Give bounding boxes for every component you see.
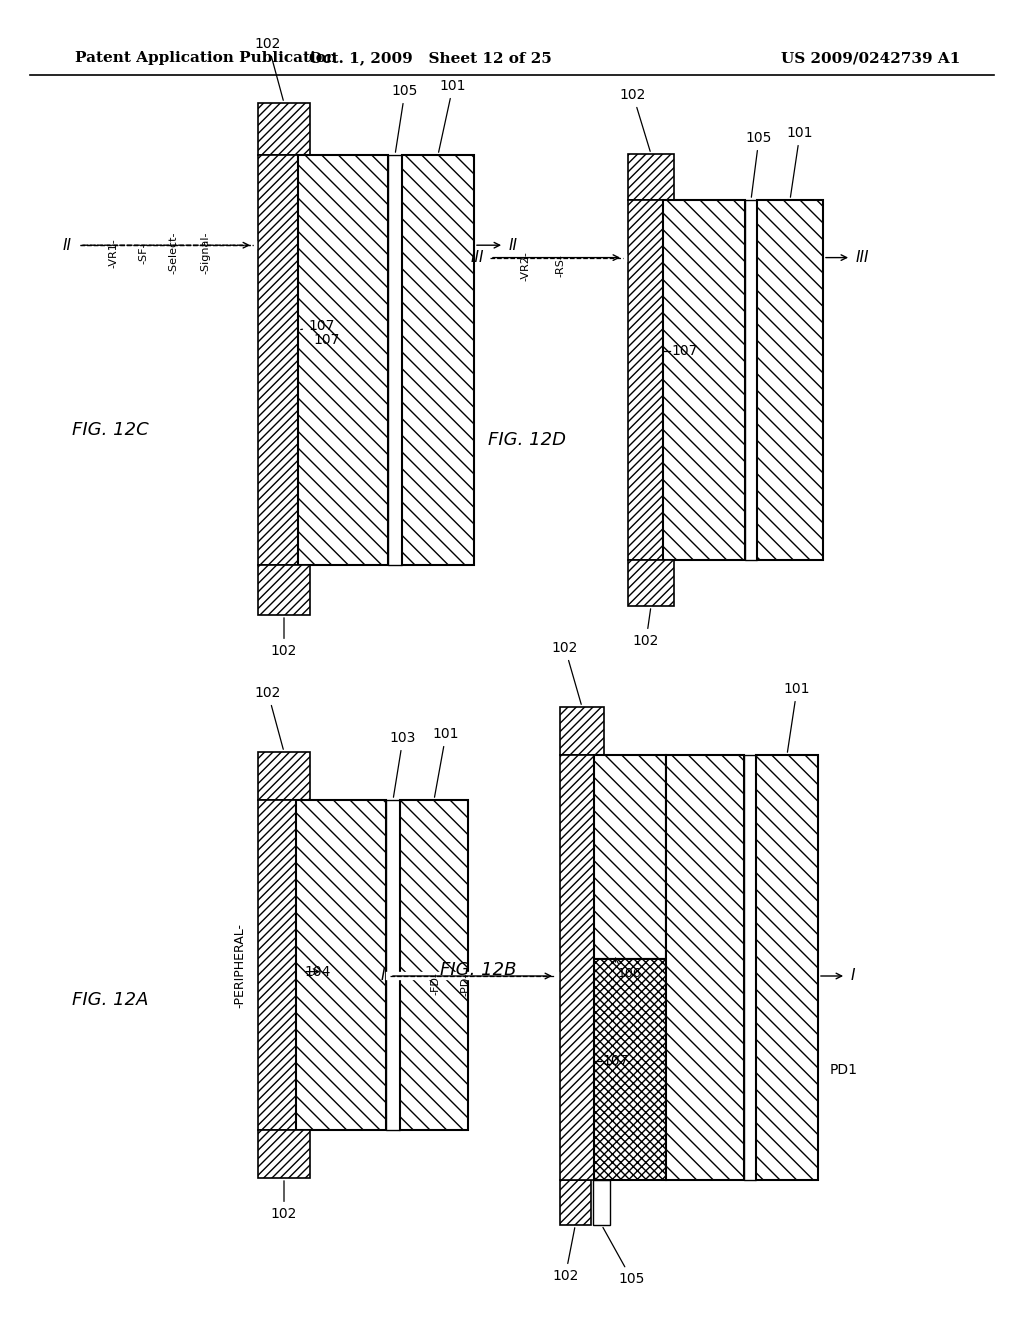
Text: -VR2-: -VR2- [520,251,530,281]
Bar [560,1180,591,1225]
Text: II: II [63,238,72,252]
Text: III: III [856,249,869,265]
Text: 101: 101 [786,125,813,197]
Bar [745,201,757,560]
Text: 102: 102 [620,88,650,152]
Text: -Select-: -Select- [168,232,178,275]
Text: Patent Application Publication: Patent Application Publication [75,51,337,65]
Text: 107: 107 [313,333,339,347]
Text: 107: 107 [602,1053,629,1068]
Bar [258,1130,310,1177]
Bar [258,752,310,800]
Text: 102: 102 [255,37,284,100]
Bar [560,755,594,1180]
Text: 107: 107 [671,345,697,358]
Text: -SF-: -SF- [138,243,148,264]
Text: US 2009/0242739 A1: US 2009/0242739 A1 [780,51,961,65]
Bar [666,755,744,1180]
Text: -FD-: -FD- [430,973,440,995]
Text: 103: 103 [390,731,416,797]
Text: 101: 101 [783,682,810,752]
Bar [258,103,310,154]
Bar [402,154,474,565]
Bar [628,560,674,606]
Text: 102: 102 [270,1181,297,1221]
Text: 101: 101 [433,727,459,797]
Bar [594,960,666,1180]
Bar [400,800,468,1130]
Text: 102: 102 [255,686,284,750]
Bar [757,201,823,560]
Text: 106: 106 [618,968,642,979]
Text: PD1: PD1 [830,1063,858,1077]
Bar [258,154,298,565]
Text: 101: 101 [438,79,466,152]
Bar [628,154,674,201]
Bar [593,1180,609,1225]
Text: -PD-: -PD- [460,973,470,995]
Bar [388,154,402,565]
Text: 102: 102 [552,642,582,705]
Text: 102: 102 [633,609,659,648]
Text: III: III [470,249,484,265]
Text: 107: 107 [301,319,335,333]
Text: 102: 102 [552,1228,579,1283]
Bar [560,708,604,755]
Bar [258,565,310,615]
Text: Oct. 1, 2009   Sheet 12 of 25: Oct. 1, 2009 Sheet 12 of 25 [308,51,551,65]
Bar [386,800,400,1130]
Text: 105: 105 [603,1228,645,1286]
Bar [594,755,666,960]
Text: 105: 105 [745,131,772,197]
Text: 105: 105 [392,84,418,152]
Bar [296,800,386,1130]
Text: 104: 104 [304,965,331,978]
Text: FIG. 12C: FIG. 12C [72,421,148,440]
Text: -RS-: -RS- [555,255,565,277]
Text: -Signal-: -Signal- [200,232,210,275]
Text: FIG. 12B: FIG. 12B [440,961,516,979]
Text: 102: 102 [270,618,297,657]
Bar [628,201,663,560]
Bar [756,755,818,1180]
Bar [298,154,388,565]
Bar [744,755,756,1180]
Bar [258,800,296,1130]
Text: -PERIPHERAL-: -PERIPHERAL- [233,923,247,1007]
Text: II: II [509,238,518,252]
Text: I: I [381,969,385,983]
Text: -VR1-: -VR1- [108,239,118,268]
Bar [663,201,745,560]
Text: I: I [851,969,855,983]
Text: FIG. 12D: FIG. 12D [488,432,566,449]
Text: FIG. 12A: FIG. 12A [72,991,148,1008]
